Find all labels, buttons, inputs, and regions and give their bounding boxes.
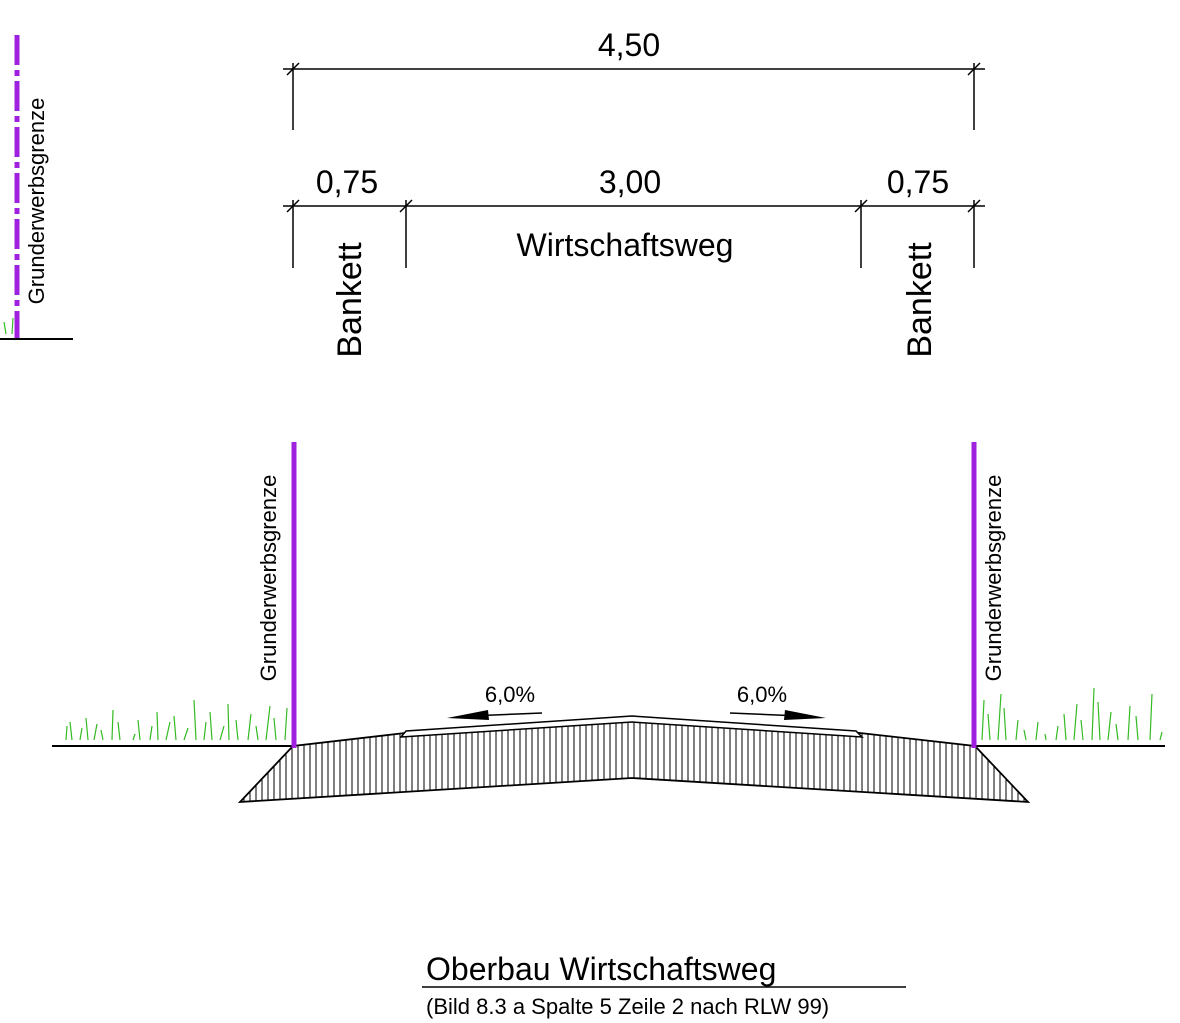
caption-title: Oberbau Wirtschaftsweg bbox=[426, 951, 776, 987]
road-width-label: 3,00 bbox=[599, 164, 661, 200]
top-left-grass bbox=[3, 317, 14, 335]
left-grass bbox=[65, 699, 288, 741]
right-boundary-label: Grunderwerbsgrenze bbox=[981, 475, 1006, 682]
right-bankett-label: Bankett bbox=[901, 242, 939, 358]
right-slope-arrowhead bbox=[784, 710, 826, 720]
right-bankett-width-label: 0,75 bbox=[887, 164, 949, 200]
dimension-chain-parts bbox=[283, 199, 985, 268]
right-slope-label: 6,0% bbox=[737, 682, 787, 707]
road-surface-layer bbox=[399, 715, 864, 738]
left-boundary-label: Grunderwerbsgrenze bbox=[256, 475, 281, 682]
left-slope-arrowhead bbox=[447, 710, 489, 720]
left-bankett-width-label: 0,75 bbox=[316, 164, 378, 200]
total-width-label: 4,50 bbox=[598, 27, 660, 63]
left-bankett-label: Bankett bbox=[331, 242, 369, 358]
road-body-outline bbox=[237, 717, 1031, 804]
right-grass bbox=[981, 687, 1163, 741]
left-slope-label: 6,0% bbox=[485, 682, 535, 707]
top-left-boundary-label: Grunderwerbsgrenze bbox=[24, 98, 49, 305]
dimension-chain-total bbox=[283, 62, 985, 130]
caption-subtitle: (Bild 8.3 a Spalte 5 Zeile 2 nach RLW 99… bbox=[426, 994, 829, 1019]
road-label: Wirtschaftsweg bbox=[517, 227, 734, 263]
